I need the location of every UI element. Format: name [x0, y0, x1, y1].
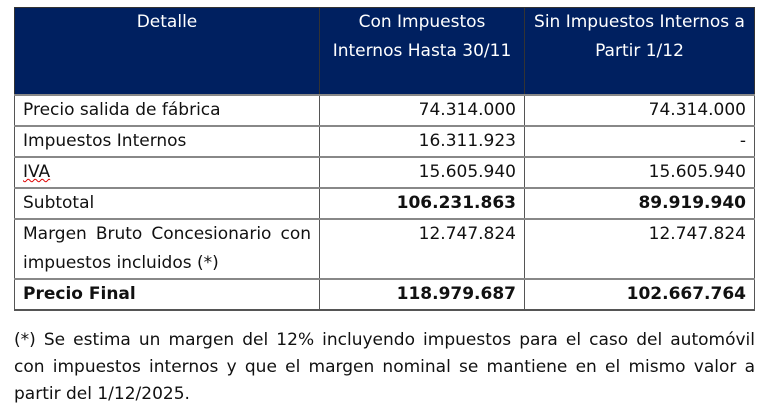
row-label: IVA	[14, 156, 320, 189]
value-con: 118.979.687	[319, 278, 525, 311]
iva-label: IVA	[23, 162, 51, 182]
value-sin: 15.605.940	[524, 156, 755, 189]
table-row: Margen Bruto Concesionario con impuestos…	[14, 218, 755, 280]
table-row-total: Precio Final 118.979.687 102.667.764	[14, 278, 755, 311]
header-row: Detalle Con Impuestos Internos Hasta 30/…	[14, 7, 755, 96]
footnote: (*) Se estima un margen del 12% incluyen…	[14, 330, 755, 404]
table-row: Precio salida de fábrica 74.314.000 74.3…	[14, 94, 755, 127]
value-sin: 74.314.000	[524, 94, 755, 127]
value-con: 15.605.940	[319, 156, 525, 189]
value-sin: 102.667.764	[524, 278, 755, 311]
value-con: 74.314.000	[319, 94, 525, 127]
value-con: 12.747.824	[319, 218, 525, 280]
row-label: Impuestos Internos	[14, 125, 320, 158]
header-detalle: Detalle	[14, 7, 320, 96]
value-con: 106.231.863	[319, 187, 525, 220]
value-sin: -	[524, 125, 755, 158]
row-label: Precio salida de fábrica	[14, 94, 320, 127]
table-row: IVA 15.605.940 15.605.940	[14, 156, 755, 189]
row-label: Precio Final	[14, 278, 320, 311]
value-sin: 12.747.824	[524, 218, 755, 280]
value-con: 16.311.923	[319, 125, 525, 158]
value-sin: 89.919.940	[524, 187, 755, 220]
header-con-impuestos: Con Impuestos Internos Hasta 30/11	[319, 7, 525, 96]
row-label: Subtotal	[14, 187, 320, 220]
header-sin-impuestos: Sin Impuestos Internos a Partir 1/12	[524, 7, 755, 96]
table-row-subtotal: Subtotal 106.231.863 89.919.940	[14, 187, 755, 220]
table-row: Impuestos Internos 16.311.923 -	[14, 125, 755, 158]
row-label: Margen Bruto Concesionario con impuestos…	[14, 218, 320, 280]
price-table: Detalle Con Impuestos Internos Hasta 30/…	[14, 7, 755, 311]
